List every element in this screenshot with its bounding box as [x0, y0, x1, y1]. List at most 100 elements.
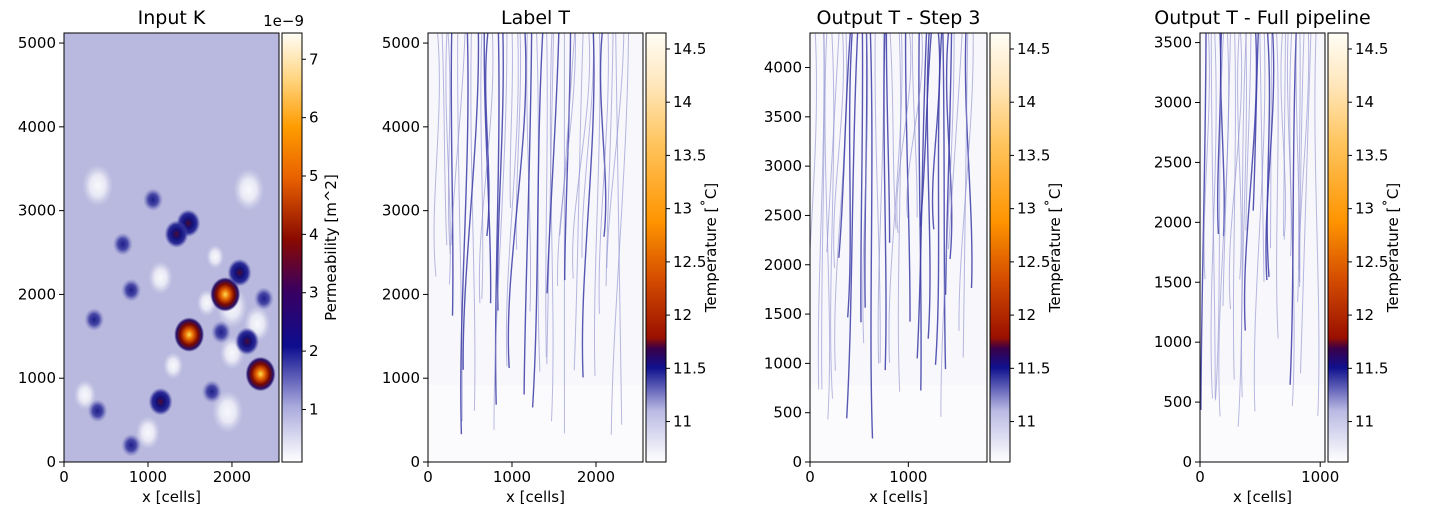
temperature-streamline — [441, 33, 448, 246]
temperature-streamline — [1210, 33, 1217, 399]
temperature-streamline — [833, 33, 844, 269]
temperature-streamline — [572, 33, 591, 279]
x-tick-label: 2000 — [577, 468, 615, 486]
temperature-streamline — [834, 33, 848, 371]
temperature-streamline — [958, 33, 974, 331]
colorbar-label: Temperature [˚C] — [700, 183, 720, 313]
colorbar-tick-label: 14 — [673, 93, 692, 111]
temperature-streamline — [940, 33, 955, 417]
temperature-streamline — [1280, 33, 1286, 240]
temperature-streamline — [507, 33, 527, 369]
temperature-streamline — [948, 33, 963, 250]
axes-frame — [427, 32, 644, 463]
y-tick-label: 3000 — [382, 202, 420, 220]
x-axis-label: x [cells] — [869, 488, 928, 506]
temperature-streamline — [564, 33, 572, 281]
permeability-hotspot — [112, 232, 133, 256]
temperature-streamline — [1298, 33, 1301, 271]
temperature-streamline — [1232, 33, 1236, 380]
chart-panel-3: Output T - Step 3 0 1000 x [cells] 0 500 1000 1… — [764, 7, 1064, 506]
temperature-streamline — [1241, 33, 1247, 398]
permeability-hotspot — [87, 399, 108, 423]
temperature-streamline — [549, 33, 554, 422]
temperature-streamline — [1222, 33, 1231, 306]
temperature-streamline — [447, 33, 451, 254]
permeability-hotspot — [210, 277, 241, 312]
chart-title: Output T - Step 3 — [817, 7, 981, 29]
y-tick-label: 0 — [1182, 453, 1192, 471]
temperature-streamline — [883, 33, 887, 371]
temperature-streamline — [1300, 33, 1312, 374]
temperature-streamline — [931, 33, 941, 230]
temperature-streamline — [847, 33, 853, 318]
colorbar — [989, 32, 1011, 463]
temperature-streamline — [838, 33, 851, 258]
colorbar-tick-label: 11.5 — [673, 359, 706, 377]
colorbar-tick-label: 13.5 — [1355, 146, 1388, 164]
x-axis-label: x [cells] — [1233, 488, 1292, 506]
colorbar-label: Permeability [m^2] — [322, 174, 340, 321]
temperature-streamline — [942, 33, 947, 370]
heatmap-lower-region — [810, 384, 987, 462]
y-tick-label: 2000 — [18, 285, 56, 303]
light-patch — [212, 390, 244, 433]
y-tick-label: 2000 — [1154, 213, 1192, 231]
y-tick-label: 2500 — [1154, 153, 1192, 171]
y-tick-label: 3000 — [18, 202, 56, 220]
light-patch — [82, 164, 113, 207]
y-tick-label: 1000 — [764, 354, 802, 372]
y-tick-label: 4000 — [764, 59, 802, 77]
x-tick-label: 1000 — [493, 468, 531, 486]
temperature-streamline — [1298, 33, 1310, 283]
temperature-streamline — [557, 33, 576, 287]
temperature-streamline — [546, 33, 560, 294]
y-tick-label: 0 — [792, 453, 802, 471]
temperature-streamline — [599, 33, 607, 237]
colorbar-tick-label: 2 — [309, 342, 319, 360]
x-tick-label: 1000 — [1301, 468, 1339, 486]
colorbar-tick-label: 7 — [309, 50, 319, 68]
y-tick-label: 1500 — [1154, 273, 1192, 291]
temperature-streamline — [896, 33, 912, 233]
colorbar-tick-label: 11 — [1355, 413, 1374, 431]
x-axis-label: x [cells] — [142, 488, 201, 506]
x-tick-label: 2000 — [213, 468, 251, 486]
permeability-hotspot — [164, 220, 189, 248]
colorbar-tick-label: 11.5 — [1355, 359, 1388, 377]
temperature-streamline — [888, 33, 903, 363]
temperature-streamline — [934, 33, 943, 365]
temperature-streamline — [462, 33, 480, 370]
permeability-hotspot — [211, 320, 232, 344]
temperature-streamline — [573, 33, 584, 371]
temperature-streamline — [918, 33, 922, 391]
heatmap-lower-region — [1200, 384, 1325, 462]
colorbar-tick-label: 13.5 — [673, 146, 706, 164]
temperature-streamline — [1266, 33, 1271, 277]
axes-frame — [1199, 32, 1326, 463]
temperature-streamline — [598, 33, 609, 314]
temperature-streamline — [483, 33, 492, 304]
colorbar-offset-text: 1e−9 — [263, 12, 304, 30]
temperature-streamline — [1203, 33, 1210, 280]
temperature-streamline — [1289, 33, 1297, 385]
colorbar-tick-label: 13 — [1355, 200, 1374, 218]
temperature-streamline — [460, 33, 469, 435]
temperature-streamline — [869, 33, 874, 439]
temperature-streamline — [906, 33, 923, 219]
temperature-streamline — [523, 33, 533, 395]
colorbar — [281, 32, 303, 463]
temperature-streamline — [1220, 33, 1225, 237]
light-patch — [206, 244, 224, 269]
temperature-streamline — [457, 33, 463, 422]
chart-title: Output T - Full pipeline — [1154, 7, 1371, 29]
heatmap-field — [1200, 33, 1325, 462]
y-tick-label: 5000 — [18, 34, 56, 52]
colorbar-tick-label: 12.5 — [673, 253, 706, 271]
colorbar-tick-label: 6 — [309, 109, 319, 127]
heatmap-background — [64, 33, 279, 462]
light-patch — [73, 379, 96, 410]
permeability-hotspot — [201, 380, 222, 404]
permeability-hotspot — [245, 356, 276, 392]
temperature-streamline — [1286, 33, 1292, 257]
